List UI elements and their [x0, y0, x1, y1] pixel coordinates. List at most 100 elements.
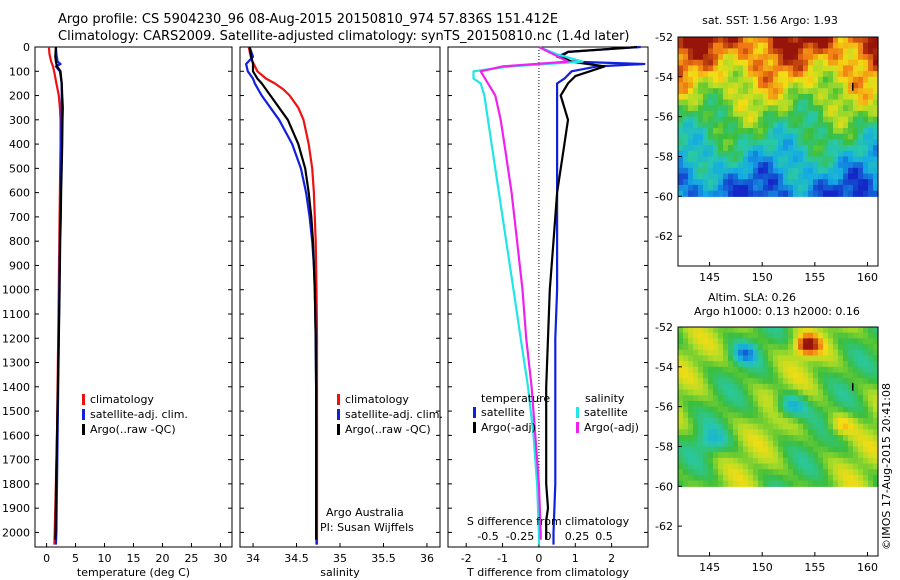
map-cell	[718, 99, 724, 106]
map-cell	[788, 184, 794, 192]
map-cell	[773, 361, 779, 368]
map-cell	[738, 128, 744, 135]
map-cell	[748, 88, 754, 95]
map-cell	[803, 42, 809, 49]
map-cell	[868, 418, 874, 425]
map-cell	[708, 93, 714, 101]
map-cell	[858, 327, 864, 334]
map-cell	[868, 150, 874, 158]
map-cell	[733, 156, 739, 163]
map-cell	[853, 133, 859, 141]
map-cell	[698, 400, 704, 408]
map-cell	[813, 332, 819, 339]
map-cell	[748, 93, 754, 101]
map-cell	[713, 423, 719, 431]
map-cell	[753, 54, 759, 61]
map-cell	[833, 122, 839, 129]
map-cell	[738, 395, 744, 402]
map-cell	[808, 88, 814, 95]
map-cell	[763, 167, 769, 175]
map-cell	[833, 446, 839, 453]
map-cell	[823, 37, 829, 44]
map-cell	[703, 327, 709, 334]
map-cell	[743, 400, 749, 408]
map-cell	[743, 128, 749, 135]
map-cell	[813, 429, 819, 436]
map-cell	[833, 344, 839, 351]
map-cell	[803, 82, 809, 89]
map-cell	[718, 173, 724, 180]
map-cell	[703, 412, 709, 419]
map-cell	[818, 76, 824, 84]
map-cell	[718, 372, 724, 379]
map-cell	[788, 372, 794, 379]
map-cell	[708, 474, 714, 482]
map-cell	[828, 327, 834, 334]
map-cell	[823, 463, 829, 470]
map-x-tick-label: 160	[857, 271, 878, 284]
map-cell	[718, 116, 724, 123]
map-cell	[843, 457, 849, 465]
depth-tick-label: 700	[9, 211, 30, 224]
map-cell	[788, 93, 794, 101]
map-cell	[768, 435, 774, 442]
map-cell	[783, 378, 789, 385]
map-cell	[753, 469, 759, 476]
map-cell	[823, 150, 829, 158]
map-cell	[828, 116, 834, 123]
map-cell	[693, 332, 699, 339]
map-cell	[708, 133, 714, 141]
map-cell	[813, 372, 819, 379]
map-cell	[843, 332, 849, 339]
map-cell	[813, 366, 819, 374]
map-cell	[743, 190, 749, 197]
map-cell	[838, 65, 844, 72]
map-cell	[783, 474, 789, 482]
map-cell	[718, 332, 724, 339]
map-cell	[768, 327, 774, 334]
map-cell	[843, 93, 849, 101]
map-cell	[728, 128, 734, 135]
map-cell	[753, 71, 759, 78]
map-cell	[723, 179, 729, 186]
map-cell	[793, 71, 799, 78]
map-cell	[728, 480, 734, 487]
map-cell	[838, 116, 844, 123]
map-cell	[718, 400, 724, 408]
map-cell	[728, 383, 734, 391]
map-cell	[718, 389, 724, 396]
map-cell	[793, 344, 799, 351]
map-cell	[703, 139, 709, 146]
map-cell	[808, 372, 814, 379]
map-cell	[828, 82, 834, 89]
map-cell	[848, 65, 854, 72]
map-cell	[808, 366, 814, 374]
map-cell	[723, 463, 729, 470]
map-cell	[808, 122, 814, 129]
map-cell	[793, 406, 799, 413]
map-cell	[678, 383, 684, 391]
map-cell	[848, 179, 854, 186]
map-cell	[768, 48, 774, 55]
map-cell	[773, 355, 779, 362]
map-cell	[753, 179, 759, 186]
map-cell	[788, 99, 794, 106]
map-cell	[683, 446, 689, 453]
map-cell	[748, 429, 754, 436]
map-cell	[863, 88, 869, 95]
map-cell	[703, 418, 709, 425]
map-cell	[853, 110, 859, 118]
map-cell	[833, 48, 839, 55]
map-cell	[708, 463, 714, 470]
top-tick-label: 0.25	[565, 530, 590, 543]
map-cell	[793, 435, 799, 442]
map-cell	[788, 423, 794, 431]
map-cell	[698, 133, 704, 141]
map-cell	[778, 156, 784, 163]
map-cell	[678, 54, 684, 61]
map-cell	[833, 167, 839, 175]
map-cell	[783, 122, 789, 129]
map-cell	[793, 133, 799, 141]
map-cell	[738, 406, 744, 413]
map-cell	[703, 400, 709, 408]
